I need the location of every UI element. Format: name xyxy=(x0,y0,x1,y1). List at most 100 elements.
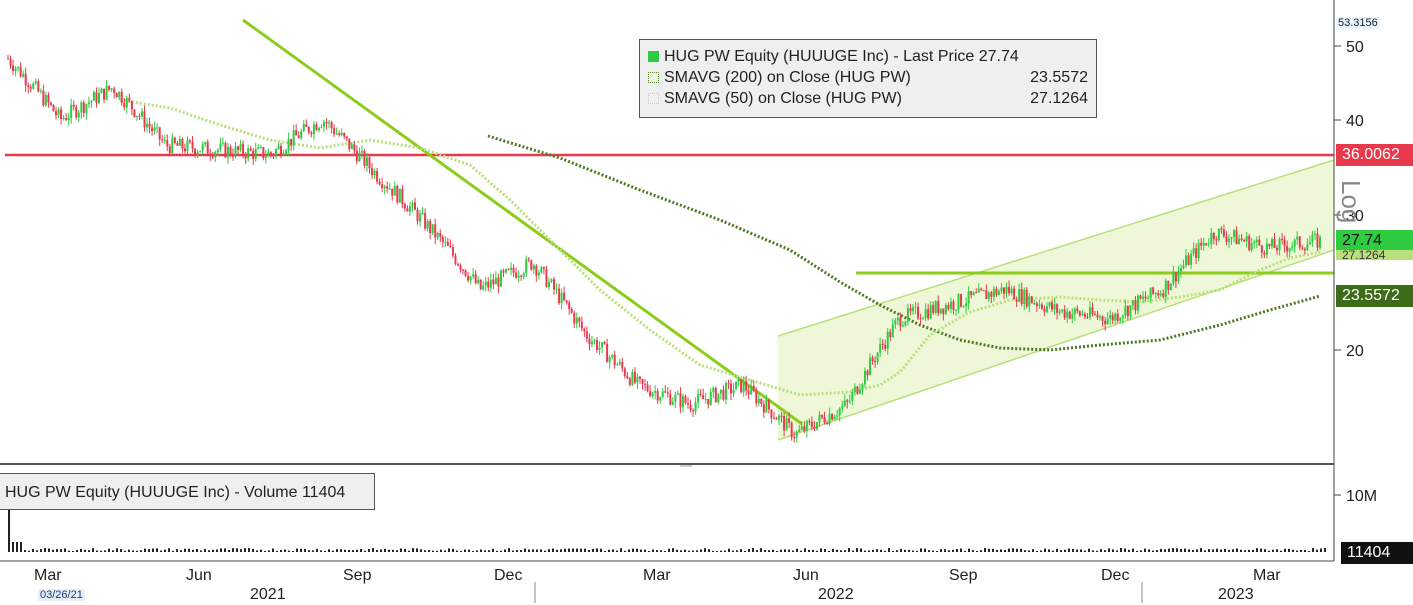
candle-body xyxy=(717,393,720,402)
candle-body xyxy=(659,397,662,401)
volume-bar xyxy=(976,550,978,552)
x-month-label: Mar xyxy=(1253,567,1281,584)
candle-body xyxy=(67,117,70,121)
volume-bar xyxy=(916,550,918,552)
candle-body xyxy=(638,376,641,380)
volume-bar xyxy=(804,548,806,552)
legend[interactable]: HUG PW Equity (HUUUGE Inc) - Last Price … xyxy=(639,39,1097,118)
candle-body xyxy=(178,138,181,146)
candle-body xyxy=(1038,304,1041,306)
candle-body xyxy=(378,181,381,185)
candle-body xyxy=(98,92,101,103)
volume-bar xyxy=(600,548,602,552)
volume-bar xyxy=(832,548,834,552)
volume-bar xyxy=(876,549,878,552)
candle-body xyxy=(1273,238,1276,248)
candle-body xyxy=(575,317,578,324)
candle-body xyxy=(322,121,325,127)
legend-item[interactable]: SMAVG (200) on Close (HUG PW) 23.5572 xyxy=(648,69,1088,89)
volume-bar xyxy=(40,549,42,552)
volume-bar xyxy=(816,550,818,552)
volume-bar xyxy=(1196,549,1198,552)
candle-body xyxy=(906,308,909,322)
volume-legend[interactable]: HUG PW Equity (HUUUGE Inc) - Volume 1140… xyxy=(0,473,375,510)
y-tick-label: 50 xyxy=(1346,39,1364,56)
candle-body xyxy=(1053,304,1056,310)
volume-bar xyxy=(1192,549,1194,552)
candle-body xyxy=(613,354,616,366)
candle-body xyxy=(1045,306,1048,312)
volume-bar xyxy=(120,549,122,552)
candle-body xyxy=(833,416,836,420)
volume-bar xyxy=(8,502,10,552)
volume-bar xyxy=(896,550,898,552)
candle-body xyxy=(211,155,214,158)
candle-body xyxy=(960,294,963,307)
candle-body xyxy=(1245,235,1248,242)
candle-body xyxy=(1121,315,1124,319)
volume-bar xyxy=(724,550,726,552)
volume-bar xyxy=(1092,550,1094,552)
candle-body xyxy=(1068,311,1071,319)
candle-body xyxy=(722,389,725,400)
volume-bar xyxy=(636,548,638,552)
volume-bar xyxy=(968,548,970,552)
candle-body xyxy=(757,398,760,404)
candle-body xyxy=(1162,293,1165,297)
candle-body xyxy=(297,135,300,139)
candle-body xyxy=(133,109,136,117)
candle-body xyxy=(884,344,887,349)
candle-body xyxy=(820,414,823,418)
candle-body xyxy=(869,357,872,376)
candle-body xyxy=(462,269,465,271)
legend-item[interactable]: HUG PW Equity (HUUUGE Inc) - Last Price … xyxy=(648,48,1088,68)
volume-bar xyxy=(692,550,694,552)
candle-body xyxy=(1258,239,1261,246)
volume-bar xyxy=(140,550,142,552)
candle-body xyxy=(454,255,457,264)
volume-bar xyxy=(1136,550,1138,552)
candle-body xyxy=(1265,243,1268,255)
candle-body xyxy=(429,221,432,234)
volume-bar xyxy=(704,548,706,552)
candle-body xyxy=(1316,233,1319,248)
candle-body xyxy=(1005,286,1008,294)
candle-body xyxy=(560,292,563,304)
legend-item[interactable]: SMAVG (50) on Close (HUG PW) 27.1264 xyxy=(648,90,1088,110)
volume-bar xyxy=(1060,550,1062,552)
candle-body xyxy=(173,137,176,144)
volume-bar xyxy=(608,549,610,552)
candle-body xyxy=(300,131,303,139)
candle-body xyxy=(537,272,540,276)
candle-body xyxy=(1270,238,1273,247)
candle-body xyxy=(679,393,682,408)
candle-body xyxy=(95,92,98,103)
volume-bar xyxy=(1168,548,1170,552)
volume-bar xyxy=(196,548,198,552)
candle-body xyxy=(1099,316,1102,318)
volume-bar xyxy=(1176,548,1178,552)
volume-bar xyxy=(988,548,990,552)
candle-body xyxy=(540,267,543,273)
volume-bar xyxy=(368,548,370,552)
candle-body xyxy=(737,379,740,382)
candle-body xyxy=(1094,314,1097,316)
volume-bar xyxy=(1252,549,1254,552)
volume-bar xyxy=(308,550,310,552)
candle-body xyxy=(580,321,583,329)
candle-body xyxy=(343,132,346,137)
candle-body xyxy=(125,97,128,108)
volume-bar xyxy=(404,548,406,552)
volume-bar xyxy=(1096,550,1098,552)
candle-body xyxy=(1111,314,1114,321)
candle-body xyxy=(60,109,63,119)
candle-body xyxy=(153,127,156,131)
volume-bar xyxy=(720,550,722,552)
candle-body xyxy=(555,288,558,290)
candle-body xyxy=(368,157,371,169)
volume-bar xyxy=(164,549,166,552)
candle-body xyxy=(803,426,806,432)
volume-bar xyxy=(252,548,254,552)
candle-body xyxy=(626,376,629,379)
volume-bar xyxy=(680,550,682,552)
